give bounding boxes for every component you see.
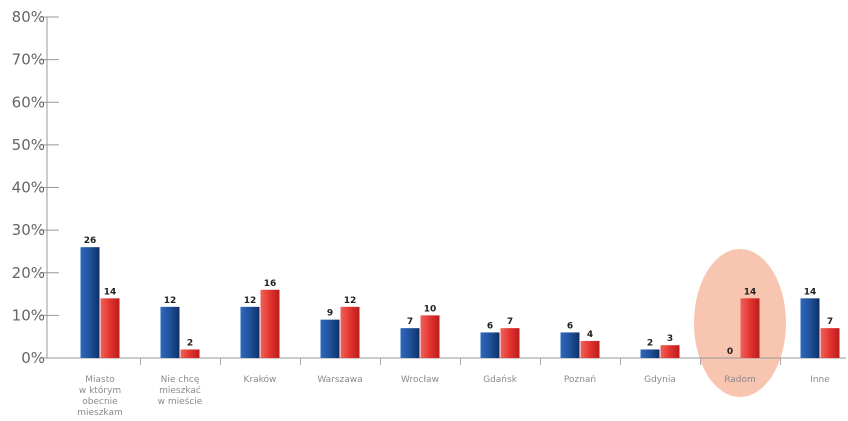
x-tick-label: Wrocław [401, 375, 439, 385]
x-tick-label: Inne [810, 375, 830, 385]
bar-series-2 [180, 349, 200, 358]
x-tick-label: Nie chcę mieszkać w mieście [158, 375, 203, 407]
bar-series-2 [740, 298, 760, 358]
y-tick-label: 10% [12, 306, 45, 324]
bar-series-2 [340, 306, 360, 358]
x-tick-label: Kraków [244, 374, 277, 385]
y-tick-label: 30% [12, 221, 45, 239]
x-tick-label: Gdańsk [483, 375, 518, 385]
y-tick-label: 20% [12, 264, 45, 282]
bar-series-1 [480, 332, 500, 358]
x-tick-label: Poznań [564, 375, 596, 385]
data-label: 7 [827, 317, 833, 327]
data-label: 14 [804, 287, 817, 297]
bar-series-1 [400, 328, 420, 358]
x-tick-label: Warszawa [317, 375, 362, 385]
x-tick-label: Miasto w którym obecnie mieszkam [77, 375, 123, 418]
data-label: 7 [507, 317, 513, 327]
data-label: 6 [567, 321, 573, 331]
data-label: 16 [264, 279, 277, 289]
bar-series-2 [580, 340, 600, 358]
bar-series-1 [800, 298, 820, 358]
bar-series-2 [820, 328, 840, 358]
data-label: 6 [487, 321, 493, 331]
data-label: 12 [164, 296, 177, 306]
bar-series-2 [260, 289, 280, 358]
bar-series-2 [660, 345, 680, 358]
bar-series-1 [560, 332, 580, 358]
y-tick-label: 80% [12, 8, 45, 26]
bar-series-1 [160, 306, 180, 358]
data-label: 3 [667, 334, 673, 344]
data-label: 12 [244, 296, 257, 306]
y-tick-label: 70% [12, 51, 45, 69]
bar-series-1 [240, 306, 260, 358]
data-label: 14 [104, 287, 117, 297]
highlight-ellipse [694, 249, 786, 397]
data-label: 7 [407, 317, 413, 327]
x-tick-label: Radom [724, 375, 756, 385]
data-label: 10 [424, 304, 437, 314]
data-label: 4 [587, 330, 593, 340]
data-label: 9 [327, 309, 333, 319]
data-label: 0 [727, 347, 733, 357]
data-label: 14 [744, 287, 757, 297]
y-tick-label: 50% [12, 136, 45, 154]
data-label: 2 [187, 338, 193, 348]
bar-series-2 [500, 328, 520, 358]
y-tick-label: 0% [21, 349, 45, 367]
x-tick-label: Gdynia [644, 375, 676, 385]
bar-series-1 [320, 319, 340, 358]
y-tick-label: 40% [12, 179, 45, 197]
data-label: 12 [344, 296, 357, 306]
bar-series-2 [100, 298, 120, 358]
bar-series-2 [420, 315, 440, 358]
data-label: 26 [84, 236, 97, 246]
data-label: 2 [647, 338, 653, 348]
y-tick-label: 60% [12, 93, 45, 111]
bar-series-1 [80, 247, 100, 358]
bar-series-1 [640, 349, 660, 358]
